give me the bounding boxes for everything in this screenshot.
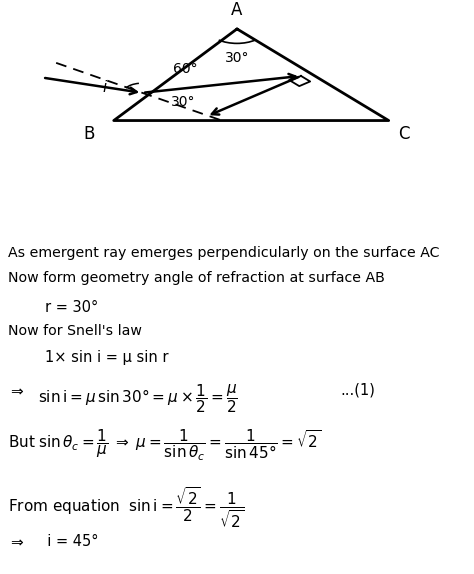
Text: $\Rightarrow$: $\Rightarrow$ — [8, 382, 25, 397]
Text: i: i — [102, 80, 107, 95]
Text: $\Rightarrow$: $\Rightarrow$ — [8, 534, 25, 549]
Text: B: B — [83, 125, 95, 144]
Text: 30°: 30° — [225, 51, 249, 65]
Text: $\mathrm{But\;sin}\,\theta_c = \dfrac{1}{\mu}$$\;\Rightarrow\; \mu = \dfrac{1}{\: $\mathrm{But\;sin}\,\theta_c = \dfrac{1}… — [8, 428, 321, 463]
Text: ...(1): ...(1) — [340, 382, 375, 397]
Text: 1× sin i = μ sin r: 1× sin i = μ sin r — [45, 350, 168, 365]
Text: Now form geometry angle of refraction at surface AB: Now form geometry angle of refraction at… — [8, 272, 385, 285]
Text: r = 30°: r = 30° — [45, 300, 98, 315]
Text: As emergent ray emerges perpendicularly on the surface AC: As emergent ray emerges perpendicularly … — [8, 246, 439, 260]
Text: Now for Snell's law: Now for Snell's law — [8, 324, 142, 338]
Text: 60°: 60° — [173, 62, 198, 76]
Text: $\mathrm{sin\,i} = \mu\,\mathrm{sin\,30°} = \mu\times\dfrac{1}{2} = \dfrac{\mu}{: $\mathrm{sin\,i} = \mu\,\mathrm{sin\,30°… — [38, 382, 238, 415]
Text: C: C — [398, 125, 410, 144]
Text: $\mathrm{From\ equation\;\ sin\,i} = \dfrac{\sqrt{2}}{2} = \dfrac{1}{\sqrt{2}}$: $\mathrm{From\ equation\;\ sin\,i} = \df… — [8, 485, 244, 530]
Text: i = 45°: i = 45° — [38, 534, 99, 549]
Text: A: A — [231, 1, 243, 20]
Text: 30°: 30° — [171, 95, 195, 109]
